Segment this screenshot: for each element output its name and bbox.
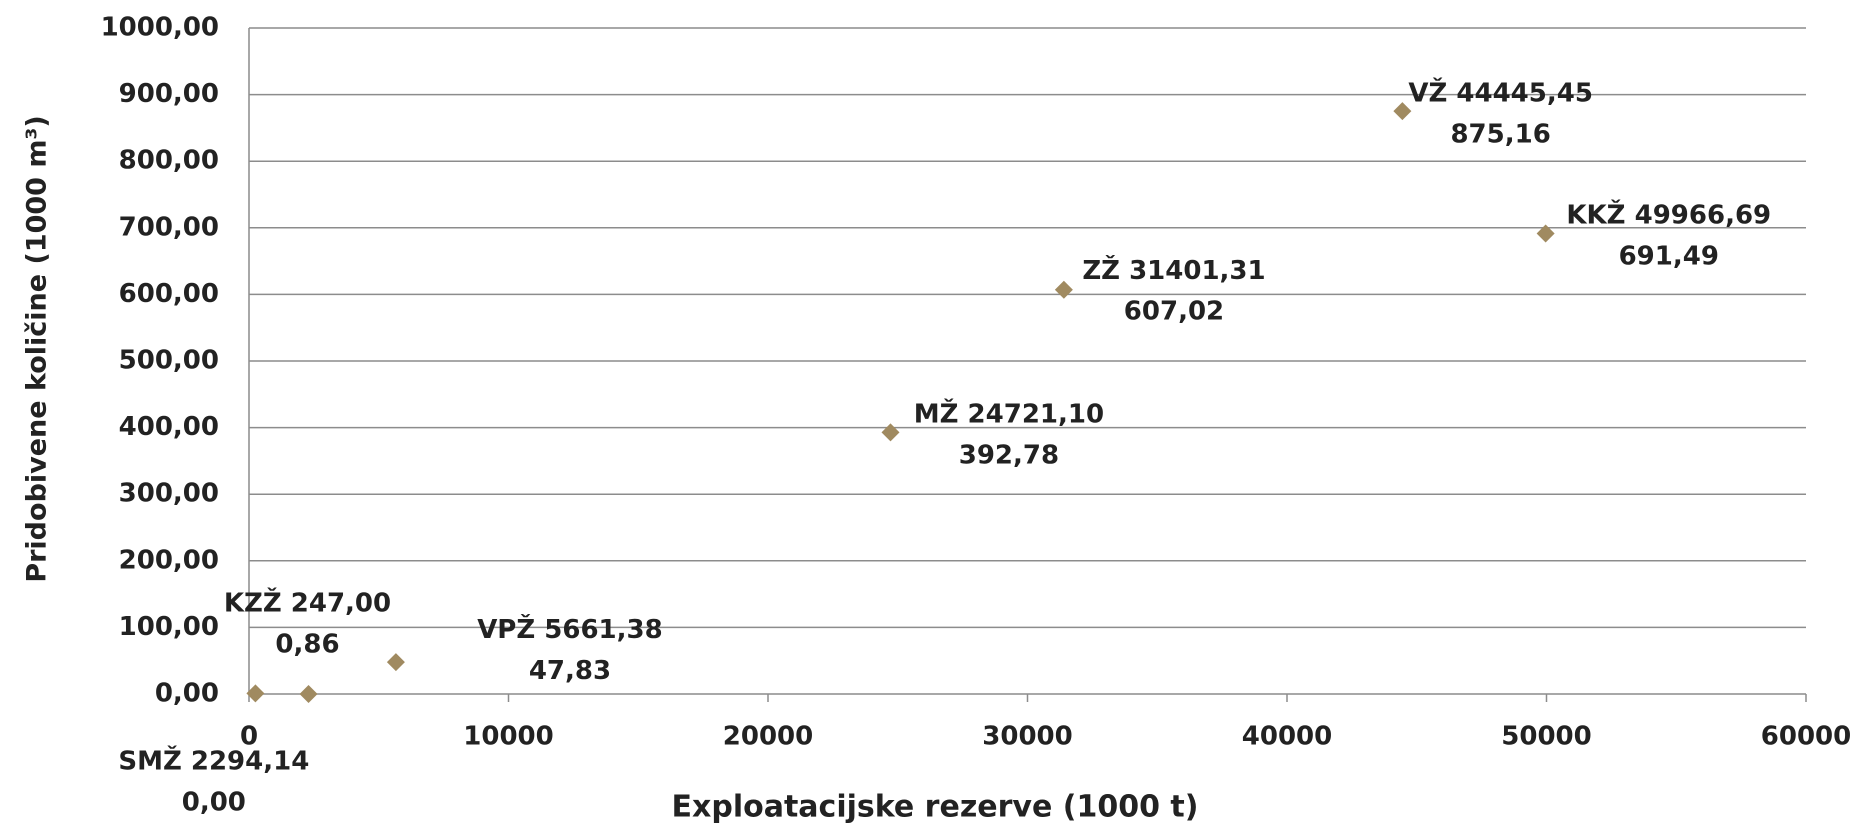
x-value-label: 24721,10: [968, 399, 1105, 429]
y-tick-label: 300,00: [119, 479, 219, 509]
value-label: 0,86: [275, 629, 339, 659]
y-tick-label: 700,00: [119, 212, 219, 242]
y-tick-label: 1000,00: [101, 13, 219, 43]
point: [881, 423, 900, 442]
point-name: VPŽ: [477, 613, 535, 645]
data-label: MŽ 24721,10: [914, 397, 1104, 429]
x-tick-label: 50000: [1501, 722, 1591, 752]
y-tick-label: 900,00: [119, 79, 219, 109]
data-label: VŽ 44445,45: [1408, 76, 1593, 108]
x-value-label: 44445,45: [1456, 78, 1593, 108]
y-tick-label: 100,00: [119, 612, 219, 642]
y-tick-label: 600,00: [119, 279, 219, 309]
value-label: 875,16: [1450, 119, 1550, 149]
x-axis-title: Exploatacijske rezerve (1000 t): [672, 790, 1199, 825]
x-tick-label: 60000: [1761, 722, 1851, 752]
data-label: KKŽ 49966,69: [1566, 198, 1771, 230]
point: [299, 685, 318, 703]
x-value-label: 31401,31: [1129, 255, 1266, 285]
point-name: ZŽ: [1082, 253, 1120, 285]
y-tick-label: 800,00: [119, 146, 219, 176]
y-tick-label: 0,00: [155, 679, 219, 709]
data-label: KZŽ 247,00: [224, 586, 391, 618]
point-name: KKŽ: [1566, 198, 1625, 230]
point-name: KZŽ: [224, 586, 282, 618]
value-label: 691,49: [1619, 242, 1719, 272]
value-label: 0,00: [182, 787, 246, 817]
y-tick-label: 500,00: [119, 346, 219, 376]
x-tick-label: 40000: [1242, 722, 1332, 752]
point: [1536, 224, 1555, 243]
point-name: MŽ: [914, 397, 959, 429]
x-value-label: 247,00: [291, 588, 391, 618]
data-label: VPŽ 5661,38: [477, 613, 663, 645]
point-name: SMŽ: [118, 744, 181, 776]
x-tick-label: 0: [240, 722, 258, 752]
y-tick-label: 200,00: [119, 545, 219, 575]
x-value-label: 5661,38: [544, 615, 662, 645]
x-value-label: 49966,69: [1635, 200, 1772, 230]
y-tick-label: 400,00: [119, 412, 219, 442]
x-tick-label: 20000: [723, 722, 813, 752]
point: [386, 653, 405, 672]
x-value-label: 2294,14: [191, 746, 309, 776]
value-label: 392,78: [959, 441, 1059, 471]
y-axis-title: Pridobivene količine (1000 m³): [22, 115, 53, 582]
value-label: 47,83: [529, 656, 611, 686]
x-tick-label: 30000: [982, 722, 1072, 752]
data-label: SMŽ 2294,14: [118, 744, 309, 776]
x-tick-label: 10000: [463, 722, 553, 752]
point: [246, 684, 265, 703]
point: [1054, 280, 1073, 299]
value-label: 607,02: [1124, 297, 1224, 327]
data-label: ZŽ 31401,31: [1082, 253, 1265, 285]
point-name: VŽ: [1408, 76, 1447, 108]
point: [1393, 102, 1412, 121]
